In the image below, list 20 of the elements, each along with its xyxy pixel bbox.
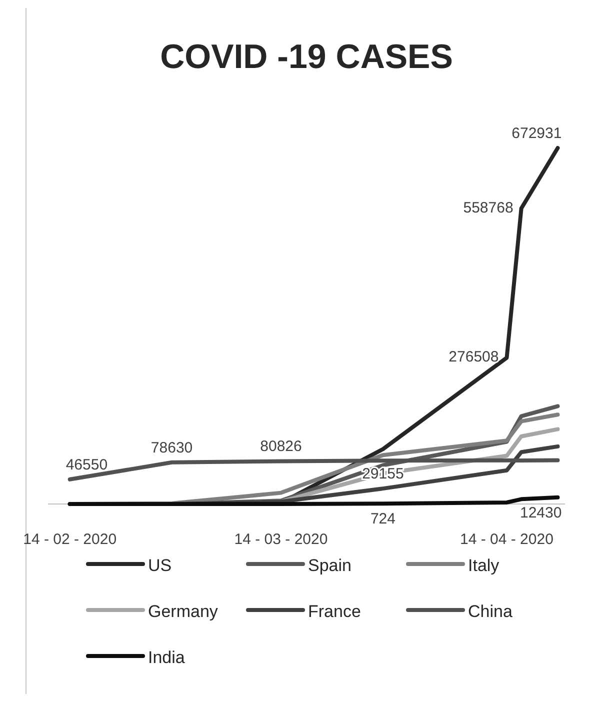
legend-label: Italy bbox=[468, 556, 500, 575]
data-label: 672931 bbox=[512, 125, 562, 142]
data-label: 78630 bbox=[150, 439, 193, 456]
data-label: 46550 bbox=[66, 456, 108, 474]
chart-title: COVID -19 CASES bbox=[160, 38, 453, 76]
legend-label: India bbox=[148, 648, 186, 667]
legend-label: Spain bbox=[308, 556, 352, 575]
legend-label: US bbox=[148, 556, 172, 575]
data-label: 12430 bbox=[520, 504, 562, 522]
data-label: 558768 bbox=[463, 199, 514, 216]
x-tick-label: 14 - 02 - 2020 bbox=[23, 531, 117, 548]
legend-label: Germany bbox=[148, 602, 218, 621]
data-label: 276508 bbox=[448, 348, 499, 366]
x-tick-label: 14 - 04 - 2020 bbox=[460, 531, 554, 548]
legend-label: China bbox=[468, 602, 513, 621]
legend-label: France bbox=[308, 602, 361, 621]
data-label: 80826 bbox=[260, 438, 302, 456]
data-label: 29155 bbox=[362, 466, 404, 483]
data-label: 724 bbox=[370, 510, 396, 528]
x-tick-label: 14 - 03 - 2020 bbox=[234, 531, 328, 548]
